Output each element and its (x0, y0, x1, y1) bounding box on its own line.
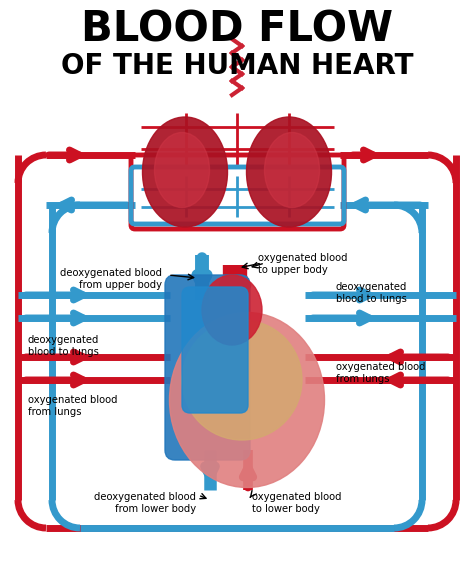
FancyBboxPatch shape (182, 287, 248, 413)
Text: BLOOD FLOW: BLOOD FLOW (81, 8, 393, 50)
FancyBboxPatch shape (165, 275, 250, 460)
Ellipse shape (143, 117, 228, 227)
Text: oxygenated blood
to upper body: oxygenated blood to upper body (258, 253, 347, 275)
Text: deoxygenated blood
from upper body: deoxygenated blood from upper body (60, 268, 162, 289)
Ellipse shape (264, 133, 319, 208)
Text: oxygenated blood
to lower body: oxygenated blood to lower body (252, 492, 341, 514)
Text: deoxygenated
blood to lungs: deoxygenated blood to lungs (28, 335, 100, 356)
Ellipse shape (202, 275, 262, 345)
Text: deoxygenated
blood to lungs: deoxygenated blood to lungs (336, 282, 407, 303)
Ellipse shape (182, 320, 302, 440)
Text: deoxygenated blood
from lower body: deoxygenated blood from lower body (94, 492, 196, 514)
Text: oxygenated blood
from lungs: oxygenated blood from lungs (336, 362, 426, 384)
Ellipse shape (170, 312, 325, 487)
Text: oxygenated blood
from lungs: oxygenated blood from lungs (28, 395, 118, 417)
Text: OF THE HUMAN HEART: OF THE HUMAN HEART (61, 52, 413, 80)
Ellipse shape (246, 117, 331, 227)
Ellipse shape (155, 133, 210, 208)
